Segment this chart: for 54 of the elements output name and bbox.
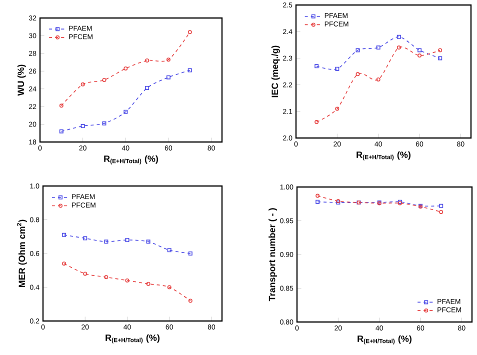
point xyxy=(188,68,192,72)
point xyxy=(316,200,320,204)
point xyxy=(438,56,442,60)
point xyxy=(102,78,106,82)
point xyxy=(146,240,150,244)
point xyxy=(125,238,130,242)
point xyxy=(356,48,360,52)
point xyxy=(396,46,401,50)
point xyxy=(418,54,422,58)
point xyxy=(335,66,340,71)
point xyxy=(80,124,85,128)
point xyxy=(376,77,380,82)
point xyxy=(83,236,88,240)
point xyxy=(376,46,380,50)
point xyxy=(438,48,442,52)
point xyxy=(188,251,192,256)
point xyxy=(396,34,401,39)
point xyxy=(439,210,444,214)
x-axis-title: R$_{(E+H/Total)}$ (%) xyxy=(358,335,412,344)
point xyxy=(166,58,170,62)
y-axis-title: IEC (meq./g) xyxy=(271,46,280,98)
x-axis-title: R$_{(E+H/Total)}$ (%) xyxy=(106,334,160,344)
y-axis-title: WU (%) xyxy=(17,64,26,96)
point xyxy=(124,66,128,70)
x-axis-title: R$_{(E+H/Total)}$ (%) xyxy=(356,151,410,160)
point xyxy=(314,64,319,68)
point xyxy=(59,104,64,108)
point xyxy=(102,121,106,126)
point xyxy=(439,204,444,208)
point xyxy=(188,298,192,303)
point xyxy=(62,262,66,266)
point xyxy=(316,194,320,198)
point xyxy=(59,129,64,134)
point xyxy=(62,232,66,237)
x-axis-title: R$_{(E+H/Total)}$ (%) xyxy=(104,155,158,164)
point xyxy=(167,285,172,290)
point xyxy=(418,48,422,52)
point xyxy=(166,75,170,80)
point xyxy=(145,86,150,90)
point xyxy=(188,30,192,34)
point xyxy=(167,248,172,252)
point xyxy=(104,240,108,244)
point xyxy=(80,82,85,86)
point xyxy=(314,120,319,124)
point xyxy=(104,275,108,280)
point xyxy=(145,58,150,63)
y-axis-title: Transport number ( - ) xyxy=(268,208,277,302)
point xyxy=(83,272,88,276)
point xyxy=(125,278,130,282)
point xyxy=(335,106,340,111)
point xyxy=(124,110,128,114)
point xyxy=(146,282,150,286)
point xyxy=(356,72,360,76)
y-axis-title: MER (Ohm cm$^{2}$) xyxy=(17,220,27,288)
